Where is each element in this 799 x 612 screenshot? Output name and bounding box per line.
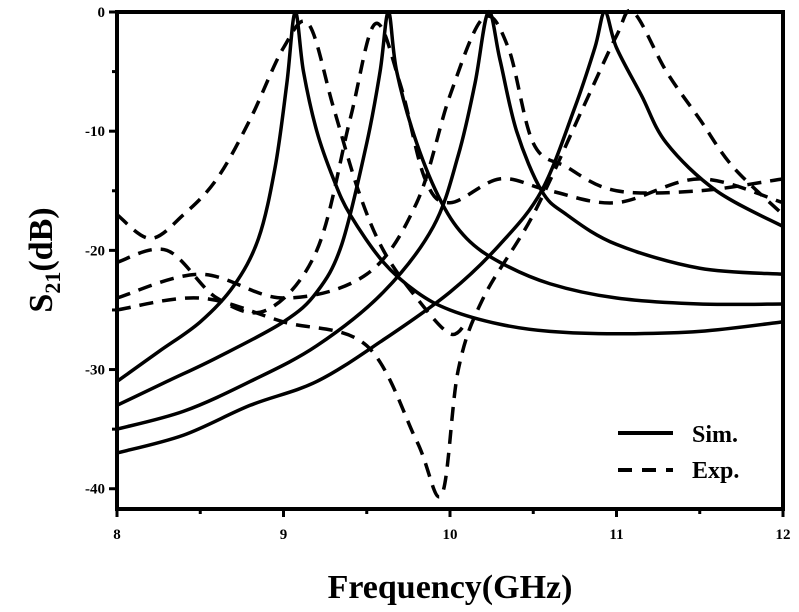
- sim-curve-1: [115, 10, 784, 383]
- x-axis-label: Frequency(GHz): [328, 569, 573, 606]
- exp-curve-1: [115, 19, 468, 337]
- x-tick-label: 11: [609, 527, 623, 543]
- legend: Sim. Exp.: [618, 422, 739, 484]
- exp-curve-3: [116, 14, 784, 300]
- y-tick-label: -10: [85, 124, 105, 140]
- y-tick-label: 0: [98, 5, 106, 21]
- y-axis-label: S21(dB): [23, 207, 65, 312]
- x-tick-label: 10: [443, 527, 458, 543]
- y-axis-ticks: 0 -10 -20 -30 -40: [85, 5, 117, 498]
- x-tick-label: 12: [776, 527, 791, 543]
- sim-curve-4: [116, 10, 784, 455]
- x-tick-label: 8: [113, 527, 121, 543]
- x-tick-label: 9: [280, 527, 288, 543]
- exp-curve-2: [116, 21, 784, 315]
- legend-exp-label: Exp.: [692, 458, 739, 484]
- exp-curve-4: [116, 8, 785, 499]
- legend-sim-label: Sim.: [692, 422, 738, 448]
- y-tick-label: -40: [85, 482, 105, 498]
- sim-curve-2: [116, 10, 784, 407]
- sim-curve-3: [116, 10, 784, 431]
- x-axis-ticks: 8 9 10 11 12: [113, 509, 791, 543]
- y-tick-label: -30: [85, 363, 105, 379]
- plot-curves: [115, 8, 785, 499]
- y-tick-label: -20: [85, 243, 105, 259]
